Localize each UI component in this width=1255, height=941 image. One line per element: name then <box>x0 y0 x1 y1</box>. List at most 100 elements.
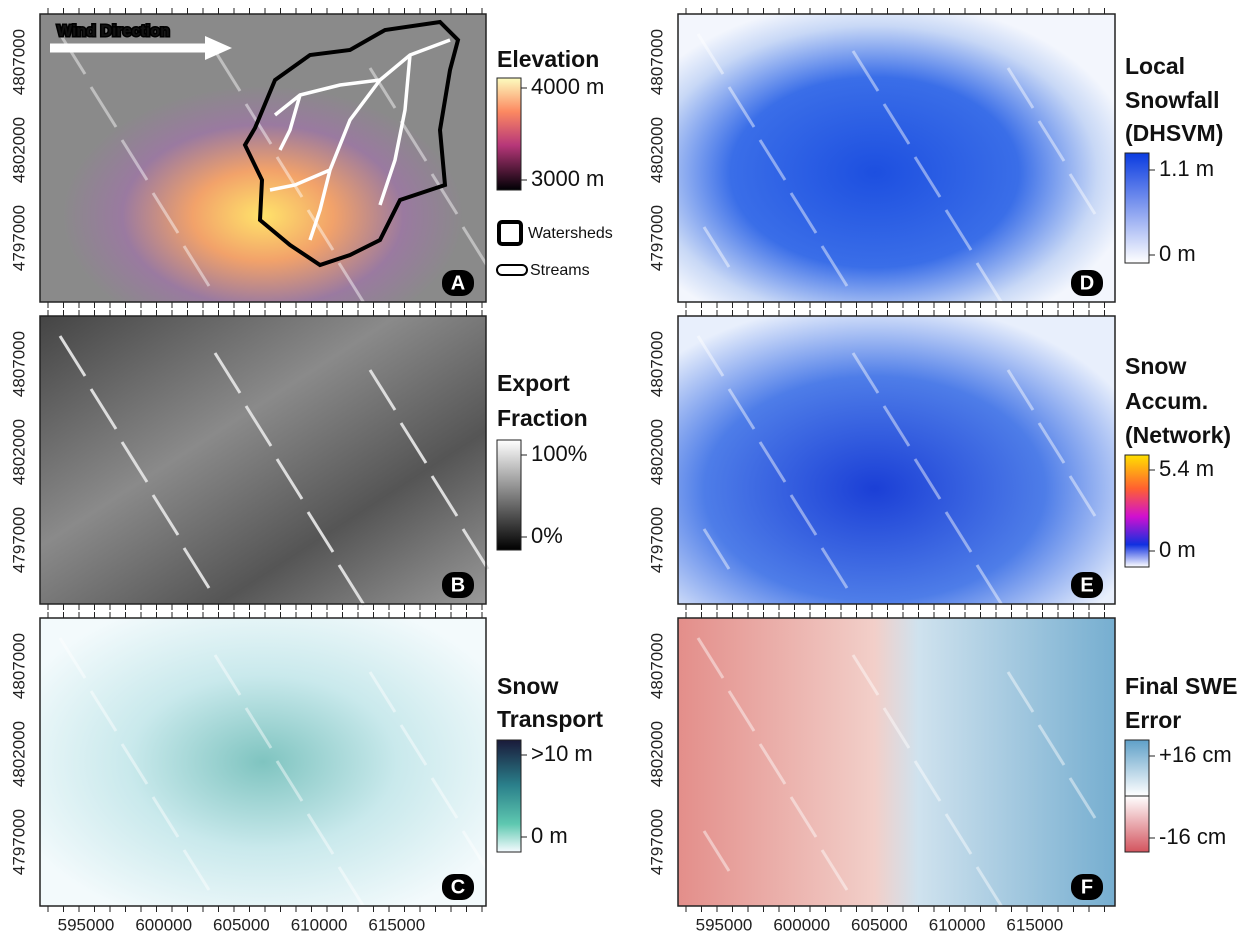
terrain-streak <box>1006 67 1035 109</box>
terrain-streak <box>1006 671 1035 713</box>
terrain-streak <box>306 209 335 251</box>
panel-letter: D <box>1080 272 1094 294</box>
legend-label: 4000 m <box>531 74 604 99</box>
terrain-streak <box>789 192 818 234</box>
y-tick-label: 4802000 <box>647 419 666 485</box>
y-tick-label: 4797000 <box>9 205 28 271</box>
map-raster <box>40 316 486 604</box>
map-frame <box>677 617 1116 907</box>
terrain-streak <box>820 547 849 589</box>
terrain-streak <box>213 352 242 394</box>
legend-title: Export <box>497 370 570 396</box>
terrain-streak <box>182 245 211 287</box>
panel-letter-bg <box>1071 572 1103 598</box>
terrain-streak <box>944 813 973 855</box>
terrain-streak <box>975 262 1004 304</box>
x-tick-label: 600000 <box>135 915 192 934</box>
terrain-streak <box>368 369 397 411</box>
y-tick-label: 4807000 <box>9 331 28 397</box>
panel-letter: F <box>1081 876 1093 898</box>
streams <box>269 38 451 241</box>
terrain-streak <box>1068 173 1097 215</box>
y-tick-label: 4802000 <box>647 117 666 183</box>
terrain-streak <box>789 494 818 536</box>
terrain-streak <box>1037 120 1066 162</box>
watersheds-label: Watersheds <box>528 225 613 242</box>
x-tick-label: 615000 <box>368 915 425 934</box>
terrain-streak <box>275 458 304 500</box>
x-tick-label: 605000 <box>851 915 908 934</box>
terrain-streak <box>975 564 1004 606</box>
terrain-streak <box>727 86 756 128</box>
terrain-streak <box>696 33 725 75</box>
terrain-streak <box>368 671 397 713</box>
legend-label: 3000 m <box>531 166 604 191</box>
panel-letter-bg <box>1071 874 1103 900</box>
y-tick-label: 4802000 <box>9 419 28 485</box>
x-tick-label: 610000 <box>291 915 348 934</box>
streams-swatch <box>496 264 528 276</box>
terrain-streak <box>851 50 880 92</box>
y-tick-label: 4807000 <box>9 633 28 699</box>
terrain-streak <box>306 511 335 553</box>
y-tick-label: 4802000 <box>9 721 28 787</box>
legend-title: Local <box>1125 53 1185 79</box>
panel-letter-bg <box>442 874 474 900</box>
map-raster <box>40 14 486 302</box>
legend-label: -16 cm <box>1159 824 1226 849</box>
colorbar <box>1124 152 1150 264</box>
y-tick-label: 4797000 <box>647 507 666 573</box>
terrain-streak <box>461 226 490 268</box>
terrain-streak <box>306 813 335 855</box>
legend-label: +16 cm <box>1159 742 1232 767</box>
legend-label: 5.4 m <box>1159 456 1214 481</box>
terrain-streak <box>944 209 973 251</box>
map-frame <box>39 13 487 303</box>
wind-label: Wind Direction <box>57 23 170 40</box>
terrain-streak <box>337 564 366 606</box>
terrain-streak <box>696 335 725 377</box>
terrain-streak <box>913 760 942 802</box>
terrain-streak <box>702 528 731 570</box>
y-tick-label: 4802000 <box>647 721 666 787</box>
legend-title: Snow <box>497 673 558 699</box>
terrain-streak <box>1006 369 1035 411</box>
legend-title: Elevation <box>497 46 599 72</box>
legend-label: 0 m <box>1159 537 1196 562</box>
terrain-streak <box>244 707 273 749</box>
terrain-streak <box>944 511 973 553</box>
map-frame <box>677 13 1116 303</box>
y-tick-label: 4807000 <box>9 29 28 95</box>
terrain-streak <box>882 707 911 749</box>
terrain-streak <box>399 422 428 464</box>
terrain-streak <box>399 724 428 766</box>
terrain-streak <box>120 139 149 181</box>
streams-label: Streams <box>530 262 590 279</box>
terrain-streak <box>702 226 731 268</box>
terrain-streak <box>851 352 880 394</box>
terrain-streak <box>975 866 1004 908</box>
map-raster <box>678 14 1115 302</box>
terrain-streak <box>882 103 911 145</box>
terrain-streak <box>851 654 880 696</box>
y-tick-label: 4807000 <box>647 633 666 699</box>
terrain-streak <box>913 458 942 500</box>
map-raster <box>678 618 1115 906</box>
map-frame <box>39 617 487 907</box>
terrain-streak <box>461 528 490 570</box>
legend-label: >10 m <box>531 741 593 766</box>
terrain-streak <box>58 637 87 679</box>
terrain-streak <box>1068 475 1097 517</box>
terrain-streak <box>727 690 756 732</box>
terrain-streak <box>913 156 942 198</box>
wind-arrow-head <box>205 36 232 60</box>
terrain-streak <box>151 494 180 536</box>
y-tick-label: 4807000 <box>647 29 666 95</box>
y-tick-label: 4797000 <box>9 507 28 573</box>
terrain-streak <box>758 441 787 483</box>
terrain-streak <box>182 547 211 589</box>
terrain-streak <box>399 120 428 162</box>
colorbar <box>496 739 522 853</box>
terrain-streak <box>58 335 87 377</box>
terrain-streak <box>182 849 211 891</box>
